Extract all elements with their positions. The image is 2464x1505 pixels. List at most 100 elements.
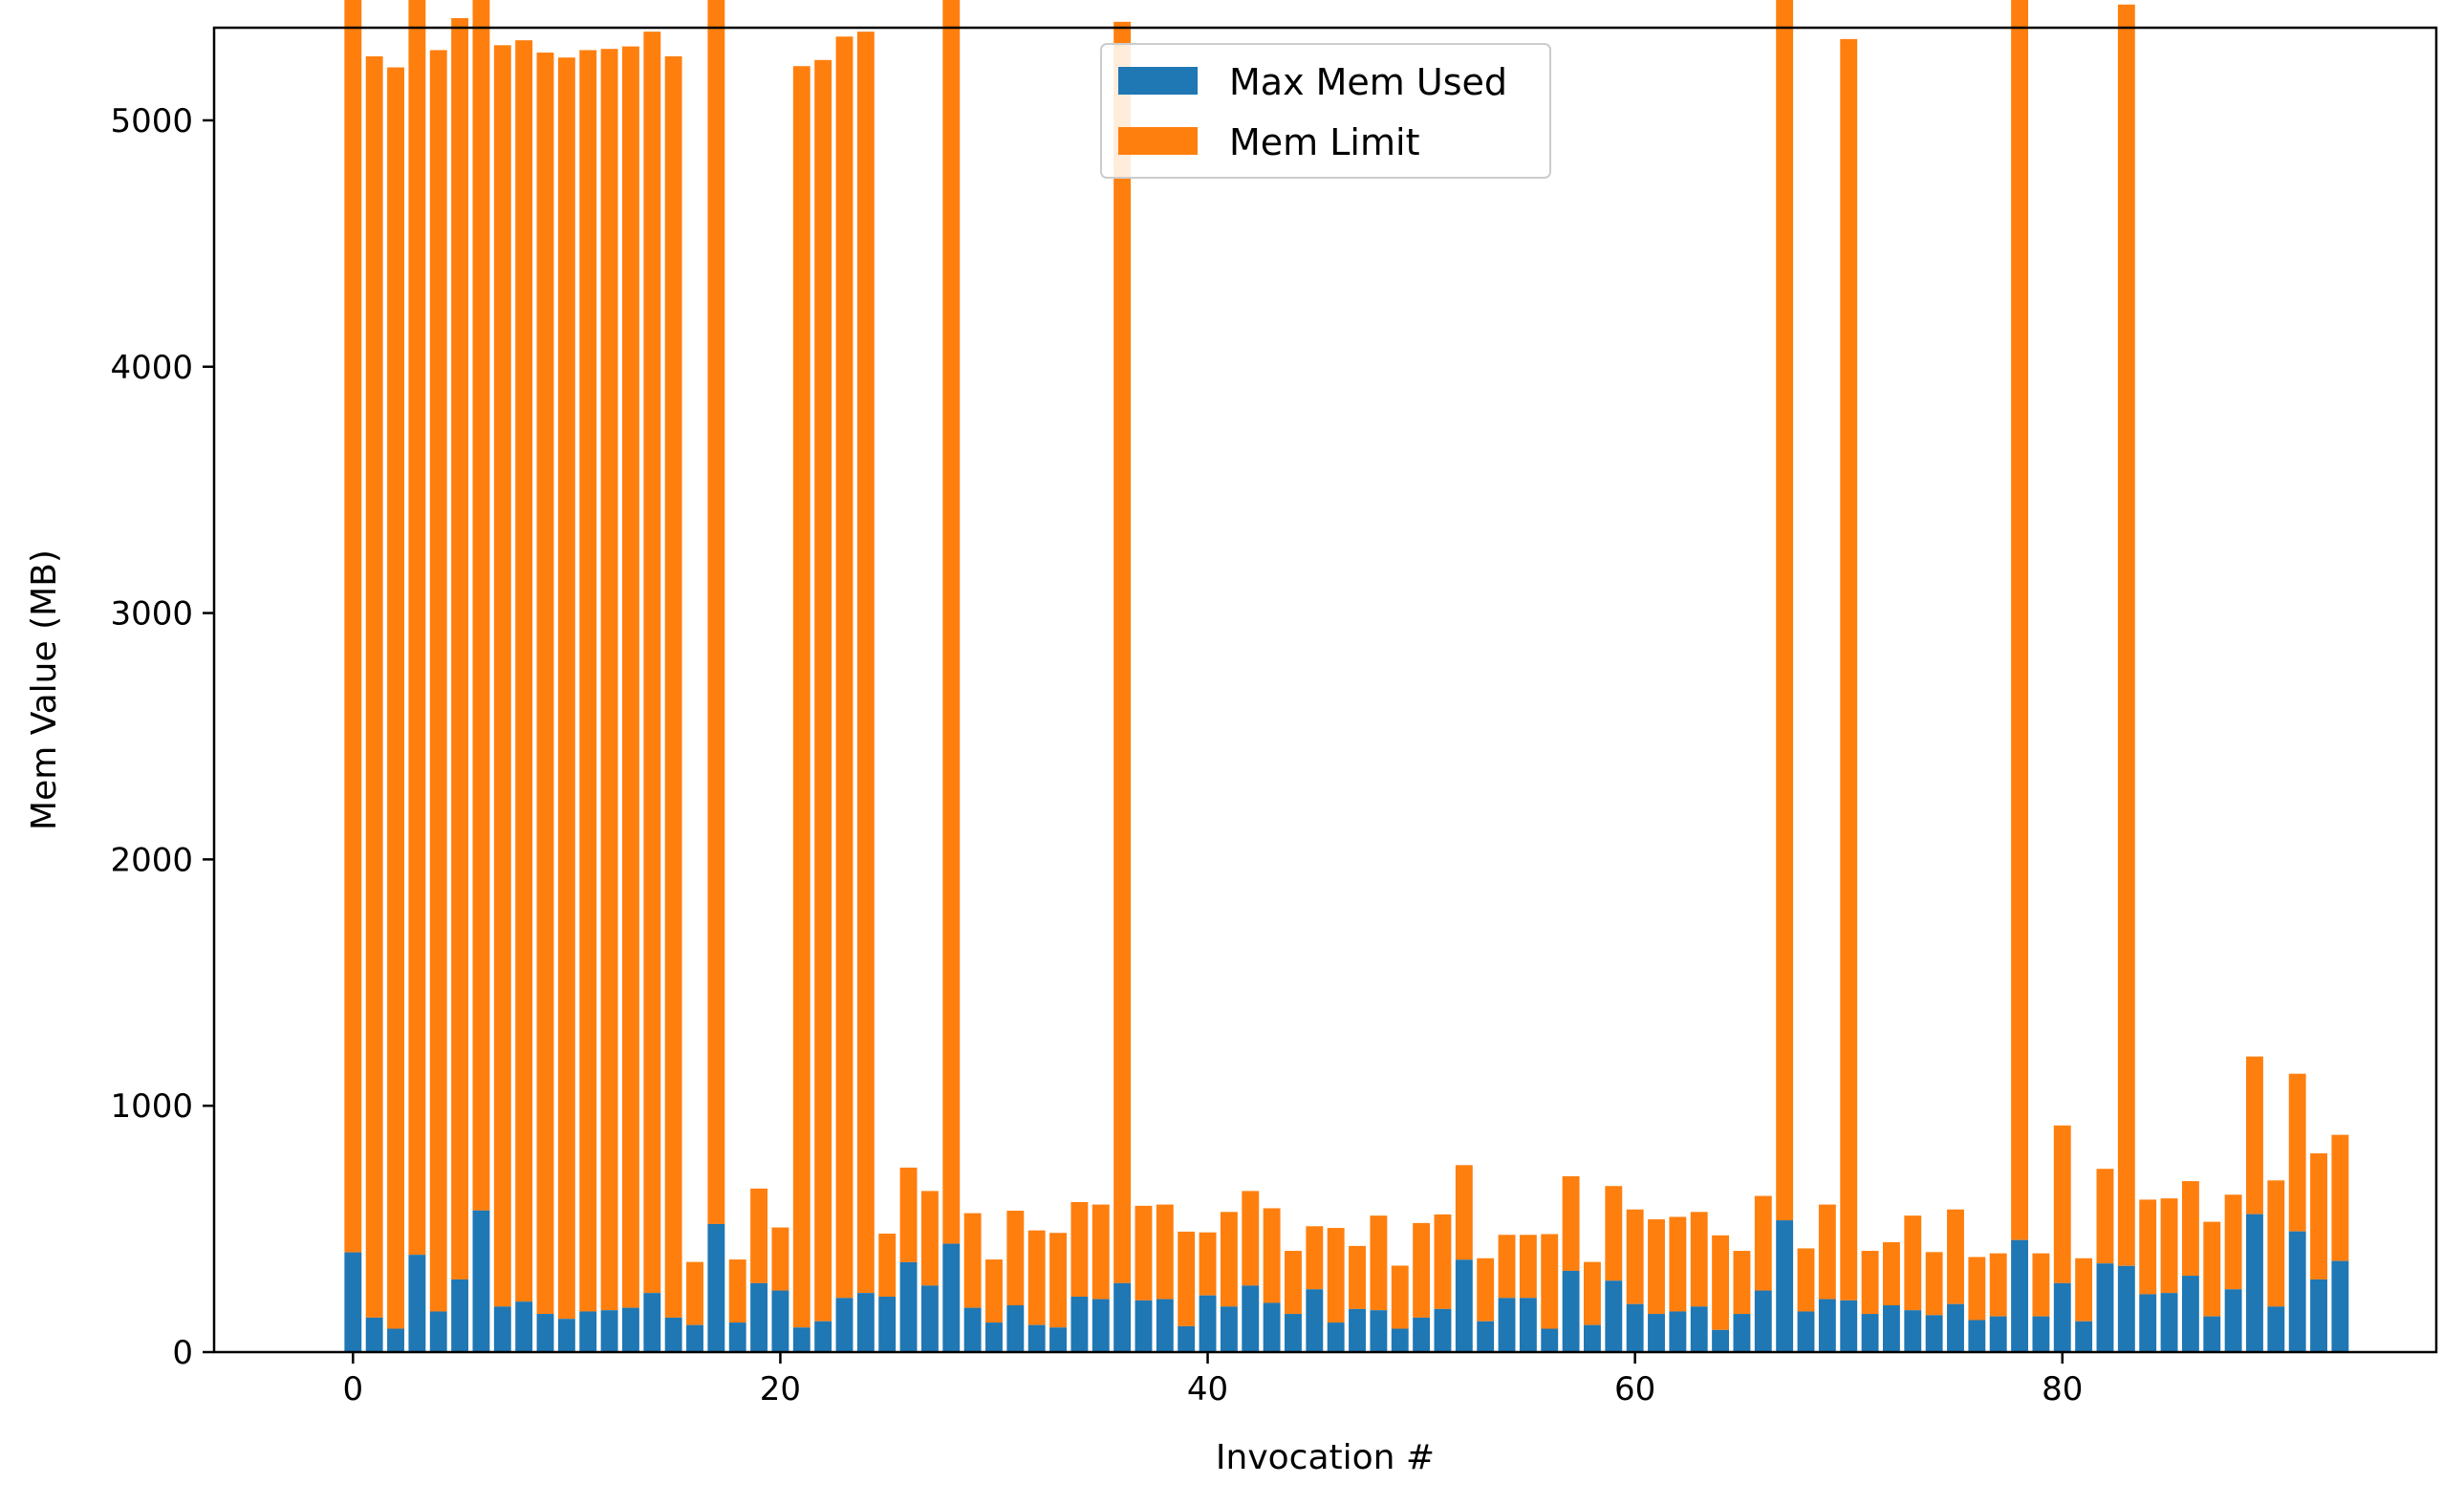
bar-mem-limit-69 [1818,1204,1836,1300]
legend-swatch-mem-limit [1118,127,1198,155]
bar-max-mem-used-6 [472,1210,490,1352]
bar-mem-limit-14 [643,32,661,1294]
legend-label-mem-limit: Mem Limit [1229,121,1419,163]
bar-mem-limit-18 [728,1259,746,1323]
plot-area-frame [212,26,2438,1354]
bar-max-mem-used-25 [878,1296,897,1352]
bar-max-mem-used-39 [1178,1325,1196,1352]
y-axis-ticks: 0 1000 2000 3000 4000 5000 [110,102,214,1372]
bar-max-mem-used-47 [1349,1308,1366,1352]
bar-mem-limit-57 [1562,1175,1580,1271]
bar-mem-limit-13 [621,46,639,1308]
bar-max-mem-used-16 [686,1324,703,1352]
legend: Max Mem Used Mem Limit [1100,43,1551,179]
bar-mem-limit-19 [750,1188,768,1283]
bar-mem-limit-11 [579,50,597,1312]
bar-mem-limit-85 [2160,1198,2178,1294]
bar-max-mem-used-19 [750,1282,768,1352]
bar-max-mem-used-17 [707,1223,725,1352]
bar-max-mem-used-12 [600,1310,618,1352]
bar-mem-limit-49 [1391,1265,1409,1329]
bar-mem-limit-59 [1605,1186,1623,1281]
bar-max-mem-used-8 [515,1301,533,1352]
bar-mem-limit-26 [899,1167,918,1262]
bar-mem-limit-91 [2288,1073,2306,1232]
bar-mem-limit-6 [472,0,490,1211]
bar-max-mem-used-46 [1327,1322,1345,1352]
bar-mem-limit-70 [1840,38,1858,1301]
bar-max-mem-used-1 [365,1317,383,1352]
bar-mem-limit-10 [557,57,575,1320]
bar-mem-limit-24 [856,32,875,1294]
bar-mem-limit-43 [1263,1208,1281,1303]
bar-mem-limit-42 [1242,1191,1260,1286]
bar-mem-limit-90 [2267,1180,2285,1307]
bar-max-mem-used-49 [1391,1328,1409,1352]
bar-mem-limit-47 [1349,1245,1366,1309]
bar-max-mem-used-42 [1242,1285,1260,1352]
bar-max-mem-used-29 [963,1307,982,1352]
x-tick-label: 60 [1614,1370,1655,1408]
bar-mem-limit-44 [1285,1251,1302,1315]
bar-max-mem-used-28 [942,1243,961,1352]
bar-mem-limit-52 [1455,1165,1473,1260]
bar-mem-limit-55 [1519,1235,1537,1299]
bar-mem-limit-25 [878,1233,897,1297]
bar-max-mem-used-73 [1904,1310,1922,1352]
y-tick-label: 2000 [110,841,193,879]
bar-max-mem-used-86 [2181,1276,2199,1352]
bar-max-mem-used-55 [1519,1298,1537,1352]
x-tick-label: 80 [2042,1370,2083,1408]
bar-max-mem-used-5 [451,1279,469,1352]
bar-max-mem-used-82 [2096,1263,2114,1352]
bar-mem-limit-33 [1049,1233,1067,1328]
bar-max-mem-used-41 [1220,1306,1238,1352]
bar-mem-limit-50 [1413,1222,1431,1318]
x-axis-ticks: 0 20 40 60 80 [342,1352,2083,1408]
bar-max-mem-used-91 [2288,1231,2306,1352]
bar-mem-limit-15 [664,55,682,1318]
bar-max-mem-used-57 [1562,1270,1580,1352]
x-axis-label: Invocation # [1216,1438,1435,1477]
bar-max-mem-used-13 [621,1307,639,1352]
bar-mem-limit-80 [2053,1125,2071,1283]
bar-max-mem-used-32 [1027,1324,1046,1352]
bar-mem-limit-46 [1327,1228,1345,1323]
bar-max-mem-used-34 [1070,1296,1089,1352]
bar-max-mem-used-53 [1477,1321,1495,1352]
y-axis-label: Mem Value (MB) [25,549,64,830]
bar-mem-limit-31 [1006,1211,1025,1306]
bar-max-mem-used-21 [792,1327,811,1352]
bar-mem-limit-17 [707,0,725,1224]
bar-mem-limit-67 [1776,0,1794,1221]
bar-max-mem-used-3 [408,1255,426,1352]
bar-max-mem-used-58 [1584,1324,1601,1352]
bar-max-mem-used-50 [1413,1317,1431,1352]
bar-max-mem-used-18 [728,1322,746,1352]
bar-max-mem-used-48 [1370,1310,1388,1352]
bar-max-mem-used-26 [899,1261,918,1352]
bar-max-mem-used-54 [1498,1298,1516,1352]
bar-max-mem-used-35 [1092,1299,1110,1352]
bar-max-mem-used-45 [1306,1289,1324,1352]
max-mem-used-bars [344,1210,2349,1352]
bar-max-mem-used-27 [920,1285,939,1352]
legend-box [1100,43,1551,179]
bar-mem-limit-48 [1370,1215,1388,1311]
bar-mem-limit-56 [1541,1234,1559,1329]
bar-mem-limit-75 [1947,1209,1964,1304]
bar-max-mem-used-67 [1776,1220,1794,1352]
bar-mem-limit-35 [1092,1204,1110,1300]
y-tick-label: 3000 [110,595,193,634]
y-tick-label: 5000 [110,102,193,140]
bar-max-mem-used-37 [1135,1300,1153,1352]
bar-mem-limit-9 [536,53,554,1315]
bar-max-mem-used-33 [1049,1327,1067,1352]
bar-max-mem-used-44 [1285,1314,1302,1352]
bar-mem-limit-37 [1135,1205,1153,1301]
bar-mem-limit-2 [387,67,404,1329]
bar-max-mem-used-20 [771,1290,789,1352]
bar-max-mem-used-15 [664,1317,682,1352]
bar-mem-limit-40 [1199,1232,1217,1296]
